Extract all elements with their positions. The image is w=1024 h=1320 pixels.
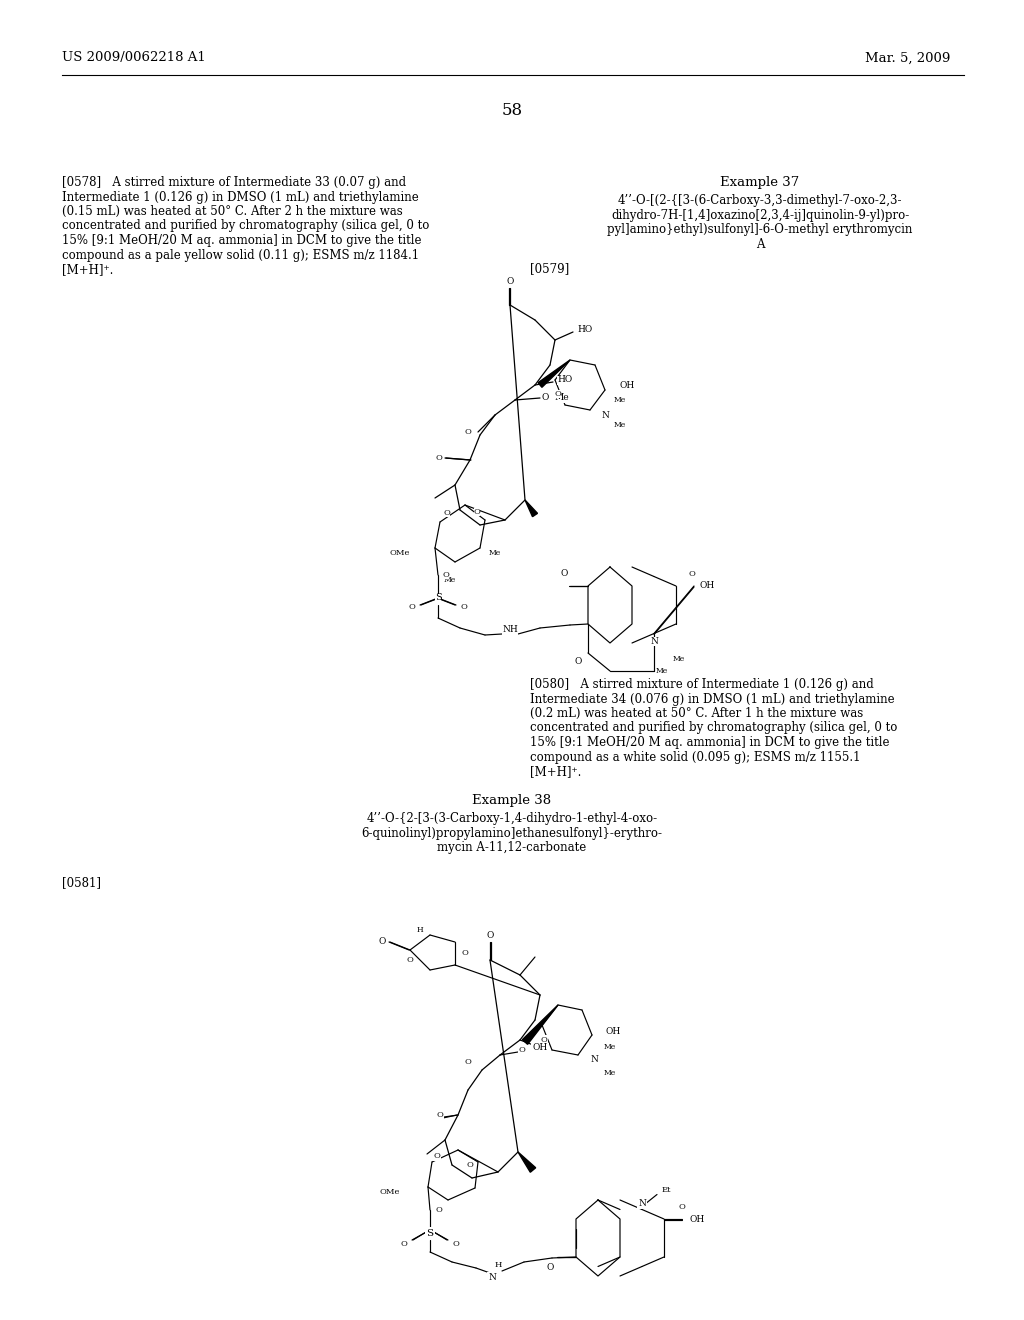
Text: concentrated and purified by chromatography (silica gel, 0 to: concentrated and purified by chromatogra…	[530, 722, 897, 734]
Text: 15% [9:1 MeOH/20 M aq. ammonia] in DCM to give the title: 15% [9:1 MeOH/20 M aq. ammonia] in DCM t…	[62, 234, 422, 247]
Text: O: O	[453, 1239, 460, 1247]
Text: O: O	[465, 428, 471, 436]
Text: Me: Me	[604, 1069, 616, 1077]
Text: O: O	[465, 1059, 471, 1067]
Text: Me: Me	[555, 393, 569, 403]
Text: Et: Et	[662, 1185, 672, 1193]
Polygon shape	[538, 360, 570, 387]
Text: OH: OH	[700, 582, 715, 590]
Text: Me: Me	[488, 549, 501, 557]
Text: 6-quinolinyl)propylamino]ethanesulfonyl}-erythro-: 6-quinolinyl)propylamino]ethanesulfonyl}…	[361, 826, 663, 840]
Text: O: O	[435, 1206, 442, 1214]
Text: H: H	[417, 927, 423, 935]
Text: O: O	[435, 454, 442, 462]
Text: compound as a white solid (0.095 g); ESMS m/z 1155.1: compound as a white solid (0.095 g); ESM…	[530, 751, 860, 763]
Text: N: N	[590, 1056, 598, 1064]
Text: H: H	[495, 1261, 502, 1269]
Text: O: O	[679, 1203, 685, 1210]
Text: Example 38: Example 38	[472, 795, 552, 807]
Text: O: O	[555, 389, 561, 399]
Text: HO: HO	[577, 326, 592, 334]
Text: Intermediate 1 (0.126 g) in DMSO (1 mL) and triethylamine: Intermediate 1 (0.126 g) in DMSO (1 mL) …	[62, 190, 419, 203]
Text: O: O	[541, 1036, 548, 1044]
Polygon shape	[518, 1152, 536, 1172]
Text: O: O	[473, 508, 480, 516]
Text: OH: OH	[618, 380, 634, 389]
Text: OH: OH	[532, 1044, 548, 1052]
Text: O: O	[462, 949, 468, 957]
Text: N: N	[488, 1272, 496, 1282]
Text: Me: Me	[443, 576, 456, 583]
Text: Example 37: Example 37	[720, 176, 800, 189]
Text: Me: Me	[604, 1043, 616, 1051]
Text: O: O	[378, 937, 386, 946]
Text: OH: OH	[690, 1214, 706, 1224]
Text: N: N	[650, 638, 658, 645]
Text: 58: 58	[502, 102, 522, 119]
Text: Me: Me	[656, 667, 668, 675]
Text: O: O	[574, 657, 582, 667]
Polygon shape	[525, 500, 538, 516]
Text: O: O	[506, 277, 514, 286]
Text: [0578]   A stirred mixture of Intermediate 33 (0.07 g) and: [0578] A stirred mixture of Intermediate…	[62, 176, 407, 189]
Text: [0580]   A stirred mixture of Intermediate 1 (0.126 g) and: [0580] A stirred mixture of Intermediate…	[530, 678, 873, 690]
Text: [M+H]⁺.: [M+H]⁺.	[62, 263, 114, 276]
Text: O: O	[547, 1262, 554, 1271]
Text: Mar. 5, 2009: Mar. 5, 2009	[864, 51, 950, 65]
Text: O: O	[560, 569, 567, 578]
Text: O: O	[518, 1045, 525, 1053]
Polygon shape	[522, 1005, 558, 1044]
Text: [M+H]⁺.: [M+H]⁺.	[530, 766, 582, 777]
Text: O: O	[407, 956, 414, 964]
Text: O: O	[400, 1239, 408, 1247]
Text: OMe: OMe	[389, 549, 410, 557]
Text: O: O	[409, 603, 416, 611]
Text: O: O	[433, 1152, 440, 1160]
Text: 15% [9:1 MeOH/20 M aq. ammonia] in DCM to give the title: 15% [9:1 MeOH/20 M aq. ammonia] in DCM t…	[530, 737, 890, 748]
Text: concentrated and purified by chromatography (silica gel, 0 to: concentrated and purified by chromatogra…	[62, 219, 429, 232]
Text: N: N	[638, 1199, 646, 1208]
Text: NH: NH	[502, 626, 518, 635]
Text: dihydro-7H-[1,4]oxazino[2,3,4-ij]quinolin-9-yl)pro-: dihydro-7H-[1,4]oxazino[2,3,4-ij]quinoli…	[611, 209, 909, 222]
Text: (0.15 mL) was heated at 50° C. After 2 h the mixture was: (0.15 mL) was heated at 50° C. After 2 h…	[62, 205, 402, 218]
Text: OMe: OMe	[380, 1188, 400, 1196]
Text: pyl]amino}ethyl)sulfonyl]-6-O-methyl erythromycin: pyl]amino}ethyl)sulfonyl]-6-O-methyl ery…	[607, 223, 912, 236]
Text: O: O	[436, 1111, 443, 1119]
Text: O: O	[467, 1162, 473, 1170]
Text: S: S	[434, 594, 441, 602]
Text: OH: OH	[606, 1027, 622, 1036]
Text: Me: Me	[613, 421, 626, 429]
Text: S: S	[426, 1229, 433, 1238]
Text: mycin A-11,12-carbonate: mycin A-11,12-carbonate	[437, 841, 587, 854]
Text: O: O	[688, 570, 695, 578]
Text: Intermediate 34 (0.076 g) in DMSO (1 mL) and triethylamine: Intermediate 34 (0.076 g) in DMSO (1 mL)…	[530, 693, 895, 705]
Text: [0581]: [0581]	[62, 876, 101, 888]
Text: [0579]: [0579]	[530, 261, 569, 275]
Text: Me: Me	[673, 655, 685, 663]
Text: O: O	[486, 931, 494, 940]
Text: A: A	[756, 238, 764, 251]
Text: Me: Me	[613, 396, 626, 404]
Text: HO: HO	[557, 375, 572, 384]
Text: compound as a pale yellow solid (0.11 g); ESMS m/z 1184.1: compound as a pale yellow solid (0.11 g)…	[62, 248, 419, 261]
Text: O: O	[442, 572, 450, 579]
Text: O: O	[461, 603, 467, 611]
Text: O: O	[443, 510, 451, 517]
Text: (0.2 mL) was heated at 50° C. After 1 h the mixture was: (0.2 mL) was heated at 50° C. After 1 h …	[530, 708, 863, 719]
Text: N: N	[601, 411, 609, 420]
Text: US 2009/0062218 A1: US 2009/0062218 A1	[62, 51, 206, 65]
Text: O: O	[542, 393, 549, 403]
Text: 4’’-O-{2-[3-(3-Carboxy-1,4-dihydro-1-ethyl-4-oxo-: 4’’-O-{2-[3-(3-Carboxy-1,4-dihydro-1-eth…	[367, 812, 657, 825]
Text: 4’’-O-[(2-{[3-(6-Carboxy-3,3-dimethyl-7-oxo-2,3-: 4’’-O-[(2-{[3-(6-Carboxy-3,3-dimethyl-7-…	[617, 194, 902, 207]
